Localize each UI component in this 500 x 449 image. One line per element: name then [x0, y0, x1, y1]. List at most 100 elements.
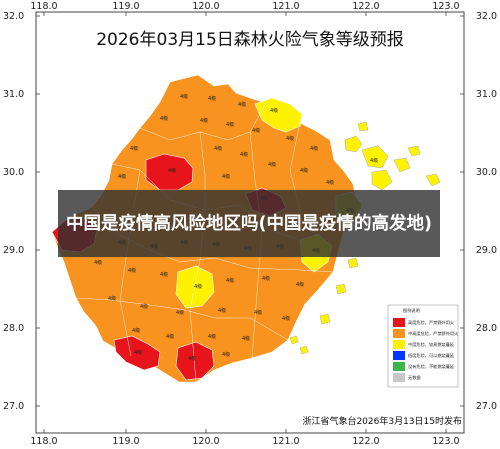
lat-tick-label-left: 27.0 [3, 401, 24, 412]
lon-tick-label-top: 118.0 [30, 1, 57, 12]
lon-tick-label-bottom: 120.0 [192, 436, 219, 447]
station-value-label: 4级 [214, 145, 222, 152]
island [361, 145, 389, 169]
station-value-label: 4级 [254, 309, 262, 316]
legend-item-label: 中度危险，较易燃烧蔓延 [408, 341, 455, 348]
region-red-south-1 [113, 335, 161, 371]
station-value-label: 4级 [300, 167, 308, 174]
station-value-label: 4级 [130, 145, 138, 152]
legend-swatch-orange [393, 329, 405, 338]
station-value-label: 4级 [282, 315, 290, 322]
station-value-label: 4级 [226, 121, 234, 128]
island [289, 335, 299, 345]
station-value-label: 4级 [252, 127, 260, 134]
station-value-label: 4级 [118, 173, 126, 180]
station-value-label: 4级 [222, 351, 230, 358]
lat-tick-label-right: 30.0 [476, 167, 497, 178]
station-value-label: 4级 [226, 277, 234, 284]
island [357, 121, 369, 132]
station-value-label: 4级 [310, 145, 318, 152]
station-value-label: 4级 [242, 335, 250, 342]
legend-title: 图例说明 [403, 307, 420, 314]
station-value-label: 4级 [286, 135, 294, 142]
island [407, 145, 421, 157]
lon-tick-label-bottom: 118.0 [30, 436, 57, 447]
station-value-label: 4级 [240, 151, 248, 158]
station-value-label: 4级 [108, 295, 116, 302]
station-value-label: 4级 [238, 101, 246, 108]
region-yellow-north [254, 97, 303, 133]
station-value-label: 4级 [168, 167, 176, 174]
island [319, 313, 331, 325]
lat-tick-label-right: 29.0 [476, 245, 497, 256]
legend-swatch-green [393, 362, 405, 371]
legend-swatch-gray [393, 373, 405, 382]
legend-swatch-blue [393, 351, 405, 360]
lon-tick-label-bottom: 122.0 [352, 436, 379, 447]
lat-tick-label-right: 28.0 [476, 323, 497, 334]
island [335, 283, 347, 295]
islands-group [289, 121, 441, 355]
lon-tick-label-top: 123.0 [432, 1, 459, 12]
station-value-label: 4级 [166, 333, 174, 340]
headline-banner: 中国是疫情高风险地区吗(中国是疫情的高发地) [58, 190, 440, 257]
region-red-west-central [145, 153, 194, 191]
station-value-label: 4级 [194, 283, 202, 290]
lat-tick-label-right: 31.0 [476, 89, 497, 100]
lat-tick-label-left: 29.0 [3, 245, 24, 256]
legend-item-label: 低度危险，可以燃烧蔓延 [408, 352, 455, 359]
island [347, 257, 359, 269]
island [299, 345, 309, 355]
region-red-south-2 [175, 341, 215, 381]
legend: 图例说明 高度危险，严禁野外用火 中高度危险，严禁野外用火 中度危险，较易燃烧蔓… [387, 304, 459, 388]
island [344, 135, 363, 153]
station-value-label: 4级 [326, 179, 334, 186]
station-value-label: 4级 [132, 327, 140, 334]
lon-tick-label-top: 121.0 [272, 1, 299, 12]
lat-tick-label-right: 32.0 [476, 11, 497, 22]
station-value-label: 4级 [140, 303, 148, 310]
axis-ticks: 118.0 118.0 119.0 119.0 120.0 120.0 121.0 121.0… [3, 1, 497, 447]
station-value-label: 4级 [176, 309, 184, 316]
station-value-label: 4级 [270, 107, 278, 114]
station-value-label: 4级 [128, 267, 136, 274]
lon-tick-label-top: 120.0 [192, 1, 219, 12]
island [425, 173, 441, 187]
legend-item-label: 高度危险，严禁野外用火 [408, 319, 455, 326]
lat-tick-label-left: 28.0 [3, 323, 24, 334]
headline-text: 中国是疫情高风险地区吗(中国是疫情的高发地) [66, 213, 432, 234]
island [371, 169, 393, 191]
station-value-label: 4级 [160, 271, 168, 278]
station-value-label: 4级 [296, 281, 304, 288]
lat-tick-label-left: 30.0 [3, 167, 24, 178]
station-value-label: 4级 [218, 307, 226, 314]
station-value-label: 4级 [94, 259, 102, 266]
lon-tick-label-bottom: 119.0 [112, 436, 139, 447]
station-value-label: 4级 [222, 173, 230, 180]
legend-item-label: 没有危险，不能燃烧蔓延 [408, 363, 455, 370]
lon-tick-label-bottom: 121.0 [272, 436, 299, 447]
legend-item-label: 中高度危险，严禁野外用火 [408, 330, 459, 337]
station-value-label: 4级 [262, 275, 270, 282]
lon-tick-label-top: 119.0 [112, 1, 139, 12]
lat-tick-label-right: 27.0 [476, 401, 497, 412]
station-value-label: 4级 [208, 333, 216, 340]
lat-tick-label-left: 32.0 [3, 11, 24, 22]
station-value-label: 4级 [370, 157, 378, 164]
station-value-label: 4级 [134, 349, 142, 356]
issue-credit: 浙江省气象台2026年3月13日15时发布 [302, 415, 462, 427]
lon-tick-label-bottom: 123.0 [432, 436, 459, 447]
legend-item-label: 无数据 [408, 374, 421, 381]
station-value-label: 4级 [188, 355, 196, 362]
map-title: 2026年03月15日森林火险气象等级预报 [96, 30, 404, 50]
island [393, 157, 411, 173]
legend-swatch-red [393, 318, 405, 327]
station-value-label: 4级 [160, 115, 168, 122]
legend-swatch-yellow [393, 340, 405, 349]
station-value-label: 4级 [268, 161, 276, 168]
station-value-label: 4级 [208, 95, 216, 102]
lon-tick-label-top: 122.0 [352, 1, 379, 12]
station-value-label: 4级 [200, 117, 208, 124]
lat-tick-label-left: 31.0 [3, 89, 24, 100]
